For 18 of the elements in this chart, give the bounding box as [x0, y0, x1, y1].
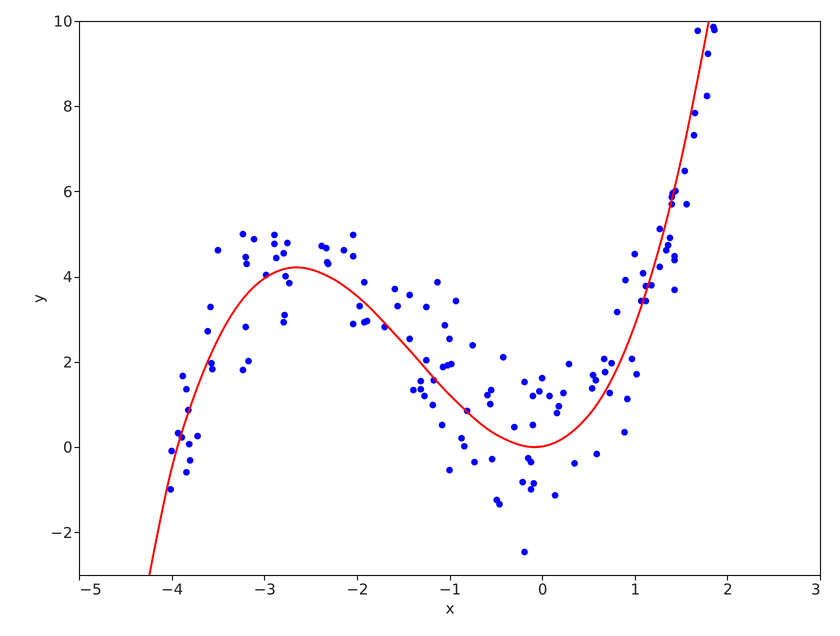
y-tick-label: −2: [50, 524, 72, 542]
x-tick-label: 1: [630, 580, 640, 598]
x-tick-label: −2: [346, 580, 368, 598]
x-tick-label: 0: [538, 580, 548, 598]
x-tick-label: 3: [810, 580, 820, 598]
y-tick-label: 0: [62, 438, 72, 457]
y-tick-label: 6: [62, 182, 72, 201]
x-tick-label: −3: [254, 580, 276, 598]
x-axis-title: x: [446, 600, 455, 618]
y-tick-label: 8: [62, 98, 72, 116]
y-tick-label: 10: [53, 12, 72, 30]
y-tick-label: 4: [62, 268, 72, 286]
x-tick-label: −4: [161, 580, 184, 598]
x-tick-label: −1: [438, 580, 462, 598]
x-tick-label: −5: [80, 580, 102, 598]
y-axis-title: y: [29, 294, 48, 303]
y-tick-label: 2: [62, 353, 72, 372]
x-tick-label: 2: [723, 580, 733, 598]
